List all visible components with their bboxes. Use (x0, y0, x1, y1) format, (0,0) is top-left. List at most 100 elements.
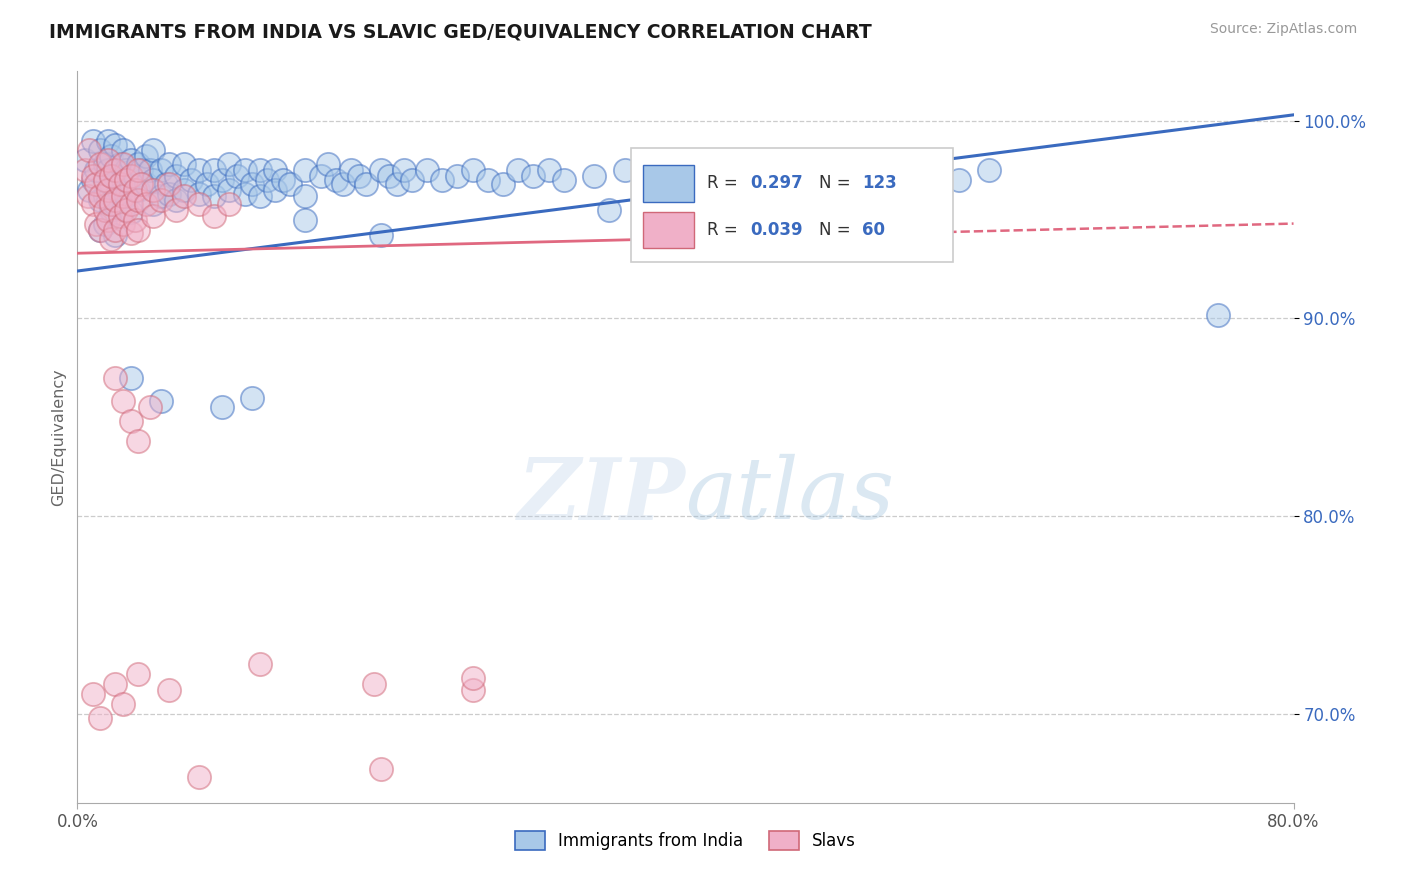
Point (233, 186, 256, 201)
Point (704, 193, 727, 207)
Point (82, 173, 104, 187)
Point (139, 401, 162, 415)
Point (157, 683, 180, 698)
Point (796, 173, 818, 187)
Point (294, 163, 316, 178)
Point (522, 169, 544, 183)
Point (104, 222, 127, 236)
Point (79, 183, 101, 197)
Point (370, 762, 392, 776)
Point (165, 169, 187, 183)
Point (111, 144, 134, 158)
Point (461, 683, 484, 698)
Point (211, 401, 233, 415)
Point (111, 394, 134, 409)
Point (598, 202, 620, 217)
FancyBboxPatch shape (631, 148, 953, 261)
Point (211, 173, 233, 187)
Point (97, 134, 120, 148)
Point (278, 177, 301, 191)
Point (104, 169, 127, 183)
Point (93, 173, 115, 187)
Legend: Immigrants from India, Slavs: Immigrants from India, Slavs (509, 824, 862, 856)
Point (82, 169, 104, 183)
Point (73, 163, 96, 178)
Point (89, 157, 111, 171)
Point (149, 394, 172, 409)
Point (84, 217, 107, 231)
Point (340, 163, 363, 178)
Point (82, 196, 104, 211)
Point (233, 163, 256, 178)
Point (124, 212, 146, 227)
Point (948, 173, 970, 187)
Text: 0.039: 0.039 (749, 221, 803, 239)
Point (104, 371, 127, 385)
Point (97, 212, 120, 227)
Point (264, 163, 287, 178)
Point (249, 163, 271, 178)
Point (135, 177, 157, 191)
Point (173, 183, 195, 197)
Text: IMMIGRANTS FROM INDIA VS SLAVIC GED/EQUIVALENCY CORRELATION CHART: IMMIGRANTS FROM INDIA VS SLAVIC GED/EQUI… (49, 22, 872, 41)
Point (100, 196, 122, 211)
Point (127, 222, 149, 236)
Point (157, 157, 180, 171)
Point (100, 202, 122, 217)
Point (226, 169, 249, 183)
Point (370, 163, 392, 178)
Point (111, 173, 134, 187)
Point (294, 189, 316, 203)
Point (89, 222, 111, 236)
Point (644, 173, 666, 187)
Point (100, 232, 122, 246)
Point (249, 657, 271, 672)
Point (446, 169, 468, 183)
Point (856, 177, 879, 191)
Point (79, 144, 101, 158)
Point (378, 169, 401, 183)
Point (385, 177, 408, 191)
FancyBboxPatch shape (643, 165, 695, 202)
Point (77, 189, 100, 203)
Point (392, 163, 415, 178)
Point (84, 177, 107, 191)
Point (97, 153, 120, 168)
Point (104, 196, 127, 211)
Point (100, 149, 122, 163)
Text: 123: 123 (862, 174, 897, 193)
Point (294, 212, 316, 227)
Point (271, 173, 294, 187)
Point (363, 677, 385, 691)
Point (256, 173, 278, 187)
Point (104, 228, 127, 243)
Point (104, 137, 127, 152)
Point (188, 196, 211, 211)
Point (142, 183, 165, 197)
Point (108, 177, 131, 191)
Point (751, 196, 773, 211)
Point (537, 163, 560, 178)
Point (202, 189, 225, 203)
Point (195, 177, 218, 191)
Point (309, 169, 332, 183)
Point (477, 173, 499, 187)
Point (115, 202, 138, 217)
FancyBboxPatch shape (643, 211, 695, 248)
Point (903, 163, 925, 178)
Point (202, 209, 225, 223)
Point (120, 414, 142, 428)
Point (139, 163, 162, 178)
Point (127, 163, 149, 178)
Point (124, 169, 146, 183)
Point (97, 193, 120, 207)
Point (120, 371, 142, 385)
Point (583, 169, 606, 183)
Point (613, 163, 636, 178)
Text: atlas: atlas (686, 454, 894, 537)
Point (93, 202, 115, 217)
Point (492, 177, 515, 191)
Point (354, 177, 377, 191)
Point (142, 173, 165, 187)
Point (104, 677, 127, 691)
